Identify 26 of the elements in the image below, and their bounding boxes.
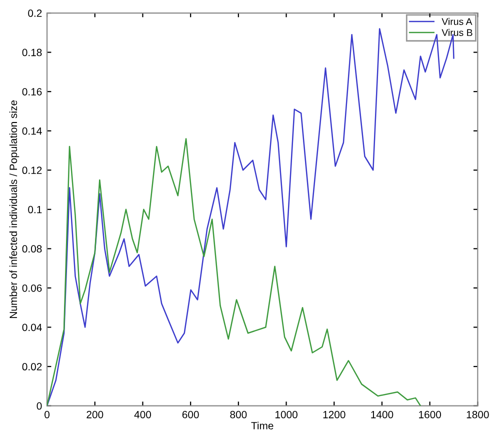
x-tick-label: 600 bbox=[182, 410, 199, 418]
y-tick-label: 0.1 bbox=[28, 206, 42, 214]
x-tick-label: 0 bbox=[44, 410, 50, 418]
x-tick-label: 800 bbox=[230, 410, 247, 418]
line-series bbox=[47, 138, 422, 406]
x-tick-label: 1000 bbox=[275, 410, 298, 418]
y-tick-label: 0 bbox=[36, 402, 42, 410]
legend-label: Virus B bbox=[442, 28, 472, 36]
y-tick-label: 0.18 bbox=[22, 48, 42, 56]
x-axis-title: Time bbox=[251, 422, 274, 430]
y-tick-label: 0.14 bbox=[22, 127, 42, 135]
y-tick-label: 0.16 bbox=[22, 88, 42, 96]
y-tick-label: 0.08 bbox=[22, 245, 42, 253]
y-axis-title: Number of infected individuals / Population size bbox=[9, 100, 20, 318]
x-tick-label: 1400 bbox=[371, 410, 394, 418]
y-tick-label: 0.04 bbox=[22, 324, 42, 332]
y-tick-label: 0.02 bbox=[22, 363, 42, 370]
y-tick-label: 0.06 bbox=[22, 284, 42, 292]
y-tick-label: 0.12 bbox=[22, 166, 42, 174]
x-tick-label: 1200 bbox=[323, 410, 346, 418]
legend-label: Virus A bbox=[442, 18, 472, 26]
x-tick-label: 1800 bbox=[466, 410, 489, 418]
x-tick-label: 200 bbox=[86, 410, 104, 418]
x-tick-label: 400 bbox=[134, 410, 152, 418]
y-tick-label: 0.2 bbox=[28, 10, 42, 17]
x-tick-label: 1600 bbox=[419, 410, 442, 418]
